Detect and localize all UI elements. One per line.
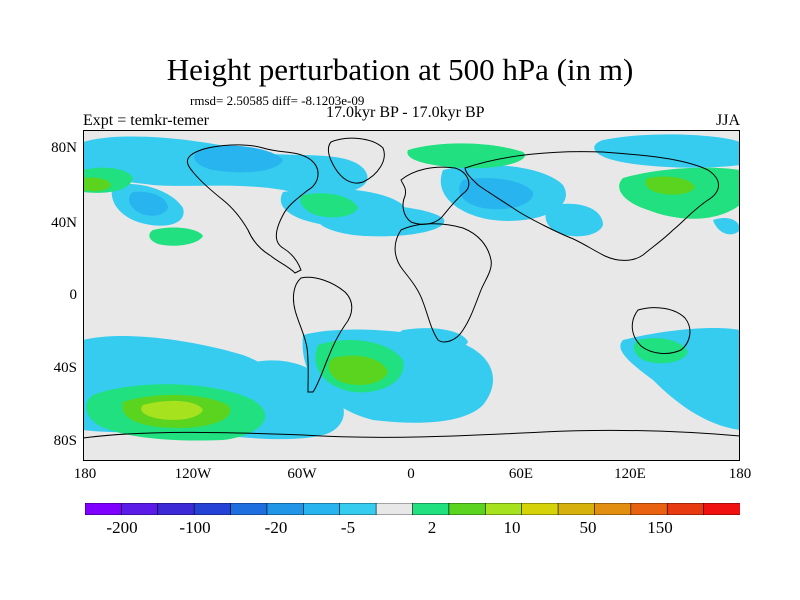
colorbar-label: -5	[340, 518, 356, 537]
colorbar-swatch	[266, 503, 304, 515]
anomaly-region	[633, 338, 688, 364]
asia-coastline	[464, 151, 719, 261]
colorbar-swatch	[557, 503, 596, 515]
anomaly-region	[397, 328, 468, 353]
anomaly-region	[459, 178, 534, 210]
anomaly-region	[300, 193, 358, 218]
colorbar-swatch	[521, 503, 559, 515]
lon-tick-label: 180	[73, 466, 97, 482]
colorbar-label: 2	[427, 518, 437, 537]
colorbar-swatch	[85, 503, 122, 515]
colorbar-label: 50	[579, 518, 597, 537]
anomaly-region	[83, 177, 111, 192]
anomaly-region	[141, 400, 203, 420]
australia-coastline	[631, 307, 691, 354]
colorbar-swatch	[630, 503, 668, 515]
colorbar-swatch	[703, 503, 740, 515]
anomaly-region	[194, 145, 283, 173]
lat-tick-label: 80N	[51, 140, 77, 156]
colorbar-swatch	[339, 503, 377, 515]
experiment-label: Expt = temkr-temer	[83, 112, 209, 129]
period-label: 17.0kyr BP - 17.0kyr BP	[326, 104, 485, 121]
colorbar	[85, 503, 740, 515]
lon-tick-label: 60E	[508, 466, 534, 482]
anomaly-region	[407, 143, 525, 169]
colorbar-swatch	[666, 503, 705, 515]
lat-tick-label: 80S	[53, 433, 77, 449]
lon-tick-label: 120E	[614, 466, 646, 482]
colorbar-swatch	[484, 503, 523, 515]
lat-tick-label: 40N	[51, 215, 77, 231]
map-panel	[83, 130, 740, 461]
anomaly-region	[594, 134, 740, 168]
anomaly-region	[645, 176, 695, 195]
colorbar-label: 150	[647, 518, 673, 537]
colorbar-swatch	[448, 503, 486, 515]
antarctica-coastline	[83, 429, 740, 439]
africa-coastline	[394, 223, 492, 343]
anomaly-region	[129, 191, 168, 216]
colorbar-swatch	[594, 503, 632, 515]
colorbar-swatch	[157, 503, 195, 515]
lat-tick-label: 0	[69, 287, 78, 303]
lon-tick-label: 180	[728, 466, 752, 482]
colorbar-label: -200	[106, 518, 138, 537]
south-america-coastline	[292, 276, 353, 393]
colorbar-swatch	[193, 503, 232, 515]
europe-coastline	[400, 166, 470, 225]
greenland-coastline	[327, 137, 385, 184]
lon-tick-label: 60W	[287, 466, 317, 482]
colorbar-swatch	[303, 503, 341, 515]
rmsd-diff-stats: rmsd= 2.50585 diff= -8.1203e-09	[190, 93, 365, 108]
anomaly-region	[328, 355, 388, 385]
anomaly-region	[545, 203, 603, 237]
anomaly-region	[713, 218, 740, 235]
colorbar-swatch	[375, 503, 414, 515]
colorbar-swatch	[121, 503, 159, 515]
colorbar-label: -20	[264, 518, 288, 537]
coastlines	[83, 137, 740, 439]
lat-tick-label: 40S	[53, 360, 77, 376]
negative-anomaly-regions	[83, 134, 740, 440]
colorbar-label: -100	[179, 518, 211, 537]
plot-title: Height perturbation at 500 hPa (in m)	[166, 52, 634, 87]
north-america-coastline	[186, 144, 319, 274]
lon-tick-label: 120W	[174, 466, 212, 482]
map-frame	[83, 130, 740, 461]
positive-anomaly-regions	[83, 143, 740, 441]
season-label: JJA	[716, 112, 741, 129]
colorbar-label: 10	[503, 518, 521, 537]
lon-tick-label: 0	[407, 466, 415, 482]
anomaly-region	[149, 227, 203, 246]
colorbar-swatch	[412, 503, 450, 515]
colorbar-swatch	[230, 503, 268, 515]
